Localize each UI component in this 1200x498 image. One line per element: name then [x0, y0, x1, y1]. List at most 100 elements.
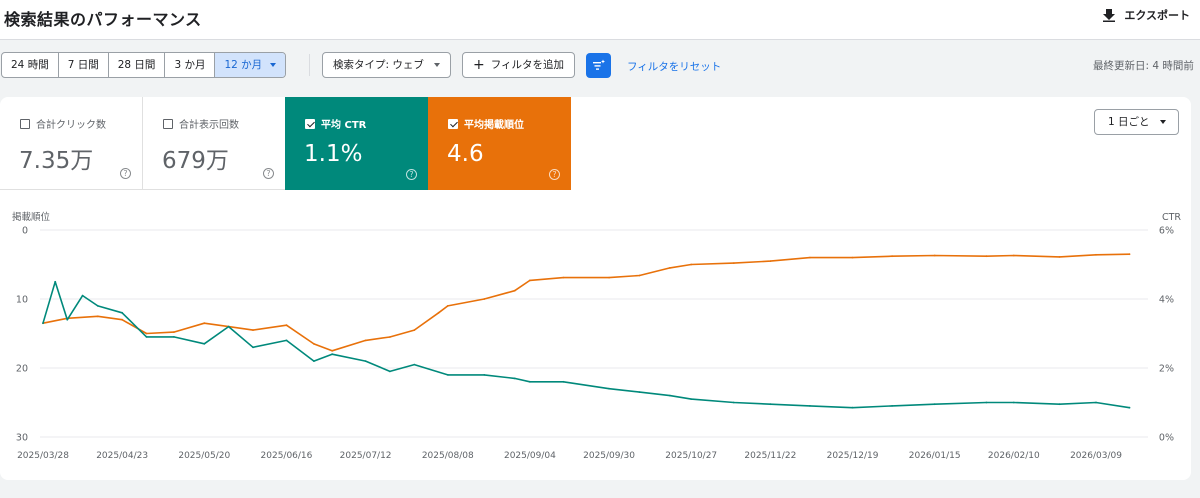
export-label: エクスポート: [1124, 9, 1190, 22]
checkbox-icon[interactable]: [20, 118, 30, 129]
data-point: [145, 336, 148, 338]
data-point: [313, 360, 315, 362]
x-tick-label: 2026/03/09: [1070, 451, 1122, 461]
checkbox-checked-icon[interactable]: [305, 118, 315, 129]
header: 検索結果のパフォーマンス エクスポート: [0, 0, 1200, 40]
data-point: [562, 276, 565, 279]
metric-average-ctr-label-row: 平均 CTR: [305, 116, 366, 131]
data-point: [1095, 401, 1097, 404]
data-point: [54, 280, 57, 283]
metric-total-clicks[interactable]: 合計クリック数 7.35万 ?: [0, 97, 143, 190]
help-icon[interactable]: ?: [120, 168, 131, 179]
x-tick-label: 2025/09/30: [583, 451, 635, 461]
metric-average-position[interactable]: 平均掲載順位 4.6 ?: [428, 97, 571, 190]
filter-settings-button[interactable]: [586, 53, 611, 78]
metric-total-impressions[interactable]: 合計表示回数 679万 ?: [143, 97, 286, 190]
data-point: [1128, 406, 1131, 409]
x-tick-label: 2025/07/12: [340, 451, 392, 461]
data-point: [985, 401, 988, 404]
metric-total-clicks-label: 合計クリック数: [36, 120, 106, 131]
x-tick-label: 2025/03/28: [17, 451, 69, 461]
range-28d-button[interactable]: 28 日間: [109, 53, 166, 77]
data-point: [513, 289, 516, 292]
data-point: [483, 374, 486, 376]
data-point: [809, 405, 811, 407]
data-point: [562, 380, 565, 383]
toolbar-divider: [309, 54, 310, 76]
metric-average-ctr-label: 平均 CTR: [321, 120, 367, 131]
help-icon[interactable]: ?: [406, 169, 417, 180]
data-point: [608, 276, 610, 279]
data-point: [285, 339, 288, 342]
data-point: [313, 343, 315, 345]
series-line: [42, 253, 1130, 352]
data-point: [529, 380, 531, 383]
data-point: [891, 255, 893, 258]
data-point: [389, 370, 391, 373]
data-point: [446, 374, 449, 376]
data-point: [809, 256, 811, 259]
search-type-dropdown[interactable]: 検索タイプ: ウェブ: [322, 52, 451, 78]
data-point: [1058, 403, 1061, 406]
data-point: [413, 329, 416, 331]
data-point: [364, 360, 367, 362]
data-point: [608, 387, 610, 390]
period-dropdown[interactable]: 1 日ごと: [1094, 109, 1179, 135]
performance-card: 合計クリック数 7.35万 ? 合計表示回数 679万 ? 平均 CTR 1.1…: [0, 97, 1191, 480]
metric-total-clicks-label-row: 合計クリック数: [20, 116, 106, 131]
caret-down-icon: [1160, 120, 1166, 124]
data-point: [364, 339, 367, 342]
data-point: [96, 305, 99, 307]
left-axis-label: 掲載順位: [12, 211, 51, 223]
data-point: [1058, 256, 1061, 258]
data-point: [252, 346, 254, 349]
add-filter-label: フィルタを追加: [490, 59, 565, 71]
data-point: [690, 398, 693, 400]
left-tick-label: 10: [16, 295, 28, 306]
x-tick-label: 2026/02/10: [988, 451, 1040, 461]
checkbox-icon[interactable]: [163, 118, 173, 129]
data-point: [227, 325, 230, 328]
data-point: [1128, 253, 1131, 256]
data-point: [1012, 401, 1015, 404]
right-tick-label: 0%: [1159, 433, 1174, 444]
data-point: [513, 377, 516, 380]
range-24h-button[interactable]: 24 時間: [2, 53, 59, 77]
metric-average-ctr[interactable]: 平均 CTR 1.1% ?: [285, 97, 428, 190]
range-12m-button[interactable]: 12 か月: [215, 53, 286, 77]
help-icon[interactable]: ?: [263, 168, 274, 179]
filter-sparkle-icon: [593, 59, 605, 70]
range-12m-label: 12 か月: [224, 59, 263, 71]
metric-total-impressions-label-row: 合計表示回数: [163, 116, 239, 131]
left-tick-label: 20: [16, 364, 28, 375]
data-point: [81, 294, 84, 297]
data-point: [96, 315, 99, 318]
page-title: 検索結果のパフォーマンス: [4, 10, 202, 29]
plus-icon: +: [473, 57, 485, 73]
caret-down-icon: [433, 63, 440, 67]
range-7d-button[interactable]: 7 日間: [59, 53, 109, 77]
add-filter-button[interactable]: + フィルタを追加: [462, 52, 576, 78]
data-point: [1012, 254, 1015, 257]
data-point: [529, 279, 531, 282]
data-point: [331, 349, 333, 352]
range-3m-button[interactable]: 3 か月: [165, 53, 216, 77]
data-point: [732, 262, 735, 264]
help-icon[interactable]: ?: [549, 169, 560, 180]
period-dropdown-label: 1 日ごと: [1108, 116, 1150, 128]
data-point: [483, 298, 486, 300]
data-point: [121, 311, 123, 314]
data-point: [638, 391, 641, 393]
export-button[interactable]: エクスポート: [1102, 7, 1190, 23]
date-range-group: 24 時間 7 日間 28 日間 3 か月 12 か月: [1, 52, 287, 78]
right-axis-label: CTR: [1162, 212, 1181, 223]
data-point: [851, 256, 854, 259]
x-tick-label: 2025/06/16: [261, 451, 313, 461]
data-point: [42, 322, 44, 325]
data-point: [437, 311, 440, 314]
checkbox-checked-icon[interactable]: [448, 118, 458, 129]
last-updated-text: 最終更新日: 4 時間前: [1093, 60, 1194, 72]
reset-filters-link[interactable]: フィルタをリセット: [627, 61, 722, 73]
series-line: [42, 281, 1130, 409]
data-point: [891, 405, 893, 407]
